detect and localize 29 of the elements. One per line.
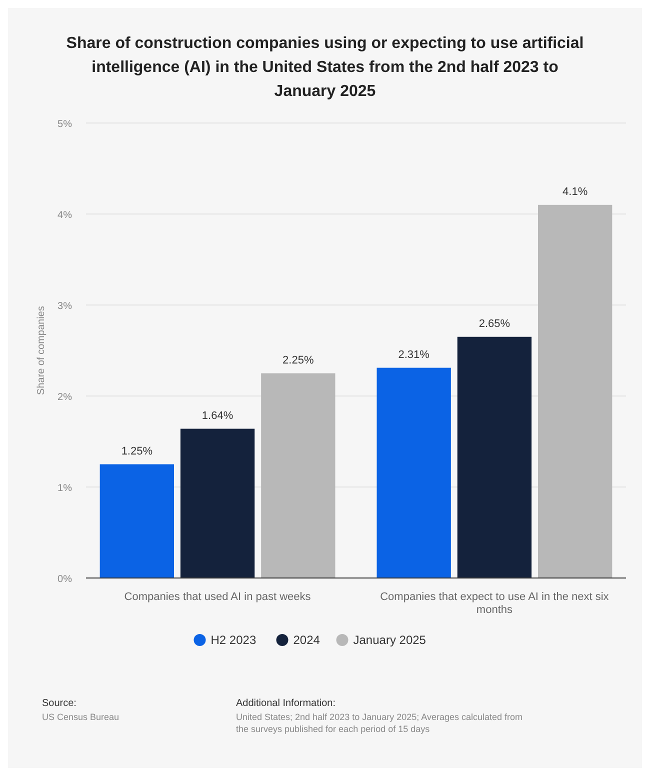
y-axis-title: Share of companies [36, 306, 47, 395]
text: Additional Information: [236, 698, 336, 709]
bar [180, 428, 255, 578]
text: US Census Bureau [42, 712, 120, 722]
data-label: 2.31% [398, 348, 430, 361]
bar [538, 204, 612, 578]
legend-label: H2 2023 [210, 633, 256, 647]
y-tick-label: 5% [58, 119, 72, 130]
bar [457, 336, 532, 578]
data-label: 1.25% [121, 445, 153, 458]
y-tick-label: 2% [58, 392, 72, 403]
bar [376, 368, 451, 578]
y-tick-label: 1% [58, 483, 72, 494]
bar [261, 373, 336, 578]
x-tick-label: Companies that expect to use AI in the next six months [380, 591, 610, 616]
data-label: 1.64% [202, 410, 234, 422]
data-label: 4.1% [562, 186, 588, 198]
data-label: 2.65% [478, 318, 510, 330]
bar [100, 464, 174, 578]
y-tick-label: 4% [58, 210, 72, 221]
text: United States; 2nd half 2023 to January 2025; Averages calculated from the surveys published for each period of 15 days [236, 712, 523, 734]
legend-label: January 2025 [353, 633, 426, 647]
legend-label: 2024 [293, 633, 320, 647]
chart-title: Share of construction companies using or expecting to use artificial intelligence (AI) in the United States from the 2nd half 2023 to January 2025 [66, 35, 584, 100]
y-tick-label: 3% [58, 301, 72, 312]
x-tick-label: Companies that used AI in past weeks [124, 591, 312, 603]
y-tick-label: 0% [58, 574, 72, 585]
source-note: Source: [42, 698, 76, 709]
data-label: 2.25% [282, 354, 314, 366]
